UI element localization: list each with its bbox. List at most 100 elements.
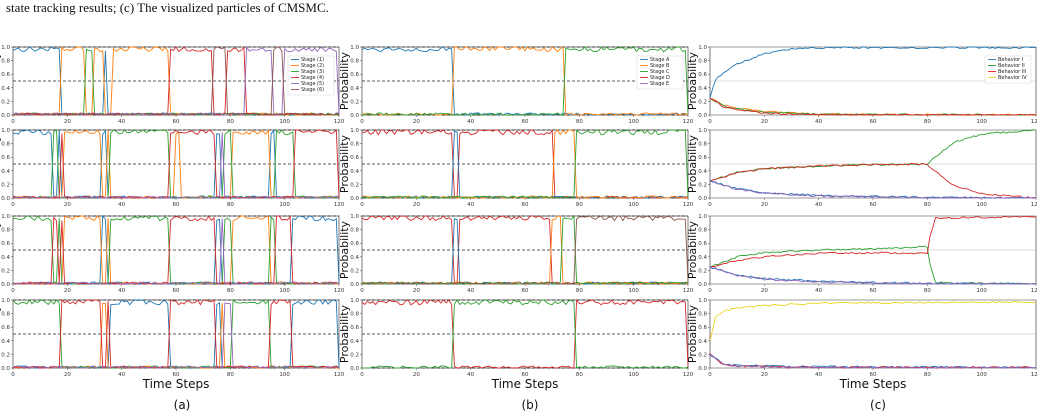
- plots-layer: 0.00.20.40.60.81.00 20 40 60 80 100 120Probabi…: [0, 45, 1037, 391]
- plot-b-4-xtick-label: 120: [683, 372, 694, 378]
- panel-label-a: (a): [174, 398, 191, 412]
- plot-c-4-xtick-label: 80: [924, 372, 931, 378]
- plot-a-2-xtick-label: 0: [11, 202, 15, 208]
- plot-a-4-xtick-label: 60: [173, 372, 180, 378]
- plot-a-1-legend-label: Stage (6): [301, 87, 324, 93]
- plot-c-2-xtick-label: 60: [870, 202, 877, 208]
- plot-b-4-series-red: [361, 298, 689, 369]
- plot-a-1-xtick-label: 20: [64, 119, 71, 125]
- plot-a-1-ytick-label: 0.2: [1, 99, 10, 105]
- plot-b-2-xtick-label: 120: [683, 202, 694, 208]
- plot-c-3-series-blue: [709, 266, 1037, 285]
- plot-c-1-xtick-label: 20: [761, 119, 768, 125]
- plot-b-4-xtick-label: 0: [360, 372, 364, 378]
- plot-a-3-series-green: [12, 215, 340, 285]
- plot-b-2: 0.0 0.2 0.4 0.6 0.8 1.0 0 20 40 60 80 100 120 Probabi…: [338, 128, 694, 208]
- plot-a-4-xtick-label: 0: [11, 372, 15, 378]
- plot-a-2-xtick-label: 80: [227, 202, 234, 208]
- plot-b-1-ytick-label: 0.2: [350, 99, 359, 105]
- plot-b-4-ytick-label: 0.6: [350, 325, 359, 331]
- plot-b-3: 0.0 0.2 0.4 0.6 0.8 1.0 0 20 40 60 80 100 120 Probabi…: [338, 214, 694, 294]
- plot-c-2-xtick-label: 100: [976, 202, 987, 208]
- plot-a-3-xtick-label: 0: [11, 288, 15, 294]
- plot-a-1-legend-label: Stage (4): [301, 75, 324, 81]
- plot-c-4-y-axis-title: Probability: [686, 304, 699, 363]
- plot-a-1-legend-label: Stage (3): [301, 69, 324, 75]
- plot-a-4-ytick-label: 0.4: [1, 339, 10, 345]
- plot-a-4-series-red: [12, 298, 340, 369]
- plot-b-3-ytick-label: 0.8: [350, 228, 359, 234]
- plot-a-2-ytick-label: 0.4: [1, 169, 10, 175]
- plot-a-2-xtick-label: 120: [334, 202, 345, 208]
- plot-c-4-x-axis-title: Time Steps: [839, 377, 907, 391]
- plot-a-1-xtick-label: 100: [279, 119, 290, 125]
- plot-c-2-ytick-label: 0.0: [698, 196, 707, 202]
- plot-b-4-ytick-label: 1.0: [350, 298, 359, 304]
- plot-c-1-xtick-label: 120: [1031, 119, 1037, 125]
- plot-a-2-xtick-label: 60: [173, 202, 180, 208]
- plot-c-4-xtick-label: 20: [761, 372, 768, 378]
- plot-a-1-xtick-label: 120: [334, 119, 345, 125]
- plot-b-3-xtick-label: 20: [413, 288, 420, 294]
- plot-a-1-ytick-label: 0.8: [1, 59, 10, 65]
- plot-b-2-xtick-label: 20: [413, 202, 420, 208]
- plot-b-3-xtick-label: 0: [360, 288, 364, 294]
- plot-c-3-ytick-label: 0.0: [698, 282, 707, 288]
- plot-c-1-ytick-label: 0.2: [698, 99, 707, 105]
- plot-c-1-series-red: [709, 97, 1037, 116]
- plot-c-1-xtick-label: 60: [870, 119, 877, 125]
- plot-c-4-series-purple: [709, 354, 1037, 369]
- plot-b-4-x-axis-title: Time Steps: [491, 377, 559, 391]
- plot-c-1-legend-label: Behavior II: [998, 63, 1025, 69]
- plot-a-2-series-purple: [12, 132, 340, 199]
- plot-b-2-xtick-label: 0: [360, 202, 364, 208]
- plot-a-1-legend-box: [287, 55, 335, 96]
- plot-c-3-ytick-label: 0.6: [698, 241, 707, 247]
- plot-a-1-xtick-label: 80: [227, 119, 234, 125]
- plot-c-2-y-axis-title: Probability: [686, 134, 699, 193]
- plot-a-2-series-orange: [12, 129, 339, 199]
- plot-b-3-ytick-label: 0.2: [350, 268, 359, 274]
- plot-b-4-ytick-label: 0.2: [350, 352, 359, 358]
- plot-b-1-legend-label: Stage A: [650, 57, 670, 63]
- plot-c-3-xtick-label: 20: [761, 288, 768, 294]
- plot-a-3-ytick-label: 0.2: [1, 268, 10, 274]
- plot-c-3-series-red: [709, 215, 1037, 269]
- plot-b-3-xtick-label: 80: [576, 288, 583, 294]
- plot-a-3-xtick-label: 40: [118, 288, 125, 294]
- plot-b-4-xtick-label: 80: [576, 372, 583, 378]
- plot-a-2-y-axis-title: Probability: [0, 134, 2, 193]
- plot-b-1-ytick-label: 0.8: [350, 59, 359, 65]
- plot-c-1-legend-label: Behavior III: [998, 69, 1026, 75]
- plot-b-2-xtick-label: 80: [576, 202, 583, 208]
- plot-c-3-ytick-label: 1.0: [698, 214, 707, 220]
- plot-a-4-ytick-label: 0.6: [1, 325, 10, 331]
- plot-a-3-ytick-label: 0.6: [1, 241, 10, 247]
- plot-a-2-ytick-label: 1.0: [1, 128, 10, 134]
- plot-b-1-series-green: [361, 46, 689, 116]
- plot-b-1-legend-label: Stage D: [650, 75, 670, 81]
- plot-a-4-ytick-label: 0.2: [1, 352, 10, 358]
- plot-a-1-ytick-label: 1.0: [1, 45, 10, 51]
- plot-b-4: 0.0 0.2 0.4 0.6 0.8 1.0 0 20 40 60 80 100 120 Probabi…: [338, 298, 694, 391]
- plot-a-3-xtick-label: 100: [279, 288, 290, 294]
- plot-b-3-xtick-label: 60: [522, 288, 529, 294]
- plot-c-1: 0.0 0.2 0.4 0.6 0.8 1.0 0 20 40 60 80 100 120 Probabi…: [686, 45, 1037, 125]
- plot-c-1-ytick-label: 1.0: [698, 45, 707, 51]
- plot-c-1-y-axis-title: Probability: [686, 51, 699, 110]
- plot-b-3-xtick-label: 40: [467, 288, 474, 294]
- plot-a-4-xtick-label: 120: [334, 372, 345, 378]
- plot-a-4-xtick-label: 100: [279, 372, 290, 378]
- plot-c-2-ytick-label: 0.2: [698, 182, 707, 188]
- plot-c-1-xtick-label: 80: [924, 119, 931, 125]
- plot-a-1-series-red: [12, 46, 340, 116]
- plot-b-1: 0.0 0.2 0.4 0.6 0.8 1.0 0 20 40 60 80 100 120 Probabi…: [338, 45, 694, 125]
- plot-c-4-series-yellow: [709, 300, 1037, 341]
- plot-c-4-xtick-label: 0: [708, 372, 712, 378]
- plot-b-1-xtick-label: 40: [467, 119, 474, 125]
- plot-b-3-xtick-label: 120: [683, 288, 694, 294]
- plot-b-1-xtick-label: 0: [360, 119, 364, 125]
- plot-a-1-legend-label: Stage (5): [301, 81, 324, 87]
- plot-c-4-ytick-label: 0.4: [698, 339, 707, 345]
